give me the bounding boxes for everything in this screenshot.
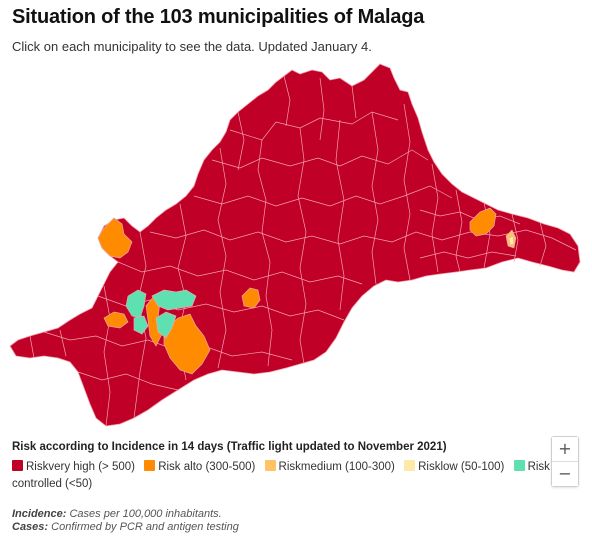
note-incidence-text: Cases per 100,000 inhabitants. — [69, 508, 222, 520]
zoom-in-button[interactable]: + — [552, 437, 578, 461]
municipality-high-west[interactable] — [97, 217, 133, 259]
municipality-high-south[interactable] — [163, 313, 211, 375]
legend-item-medium: Riskmedium (100-300) — [264, 460, 395, 473]
legend: Risk according to Incidence in 14 days (… — [12, 441, 572, 493]
legend-item-low: Risklow (50-100) — [404, 460, 505, 473]
zoom-control: + − — [551, 436, 579, 487]
page-title: Situation of the 103 municipalities of M… — [12, 6, 425, 28]
legend-label-high: Risk alto (300-500) — [158, 461, 256, 473]
legend-item-very-high: Riskvery high (> 500) — [12, 460, 135, 473]
legend-title: Risk according to Incidence in 14 days (… — [12, 441, 447, 453]
legend-label-controlled: Risk controlled (<50) — [12, 461, 550, 490]
municipality-low[interactable] — [508, 235, 515, 246]
footnotes: Incidence: Cases per 100,000 inhabitants… — [12, 508, 239, 533]
municipality-controlled-3[interactable] — [155, 311, 177, 339]
legend-label-very-high: Riskvery high (> 500) — [26, 461, 135, 473]
note-incidence-label: Incidence: — [12, 508, 67, 520]
municipality-controlled-1[interactable] — [125, 289, 147, 319]
note-cases-label: Cases: — [12, 520, 49, 533]
province-outline[interactable] — [9, 63, 581, 427]
swatch-low — [404, 460, 416, 471]
legend-items: Riskvery high (> 500) Risk alto (300-500… — [12, 459, 572, 493]
swatch-medium — [264, 460, 276, 471]
swatch-controlled — [513, 460, 525, 471]
swatch-very-high — [12, 460, 23, 471]
page-subtitle: Click on each municipality to see the da… — [12, 39, 372, 54]
zoom-separator — [552, 461, 578, 462]
note-cases: Cases: Confirmed by PCR and antigen test… — [12, 521, 239, 534]
swatch-high — [144, 460, 156, 471]
municipality-high-east[interactable] — [469, 207, 497, 237]
note-incidence: Incidence: Cases per 100,000 inhabitants… — [12, 508, 239, 521]
legend-label-low: Risklow (50-100) — [418, 461, 505, 473]
malaga-map[interactable] — [0, 60, 592, 440]
legend-item-controlled: Risk controlled (<50) — [12, 460, 550, 490]
municipality-high-southwest[interactable] — [103, 311, 129, 329]
municipality-controlled-2[interactable] — [151, 289, 197, 311]
municipality-high-center[interactable] — [241, 287, 261, 309]
note-cases-text: Confirmed by PCR and antigen testing — [51, 520, 239, 533]
legend-item-high: Risk alto (300-500) — [144, 460, 256, 473]
municipality-controlled-4[interactable] — [133, 315, 149, 335]
zoom-out-button[interactable]: − — [552, 462, 578, 486]
map-container[interactable]: + − — [0, 60, 592, 487]
legend-label-medium: Riskmedium (100-300) — [278, 461, 395, 473]
